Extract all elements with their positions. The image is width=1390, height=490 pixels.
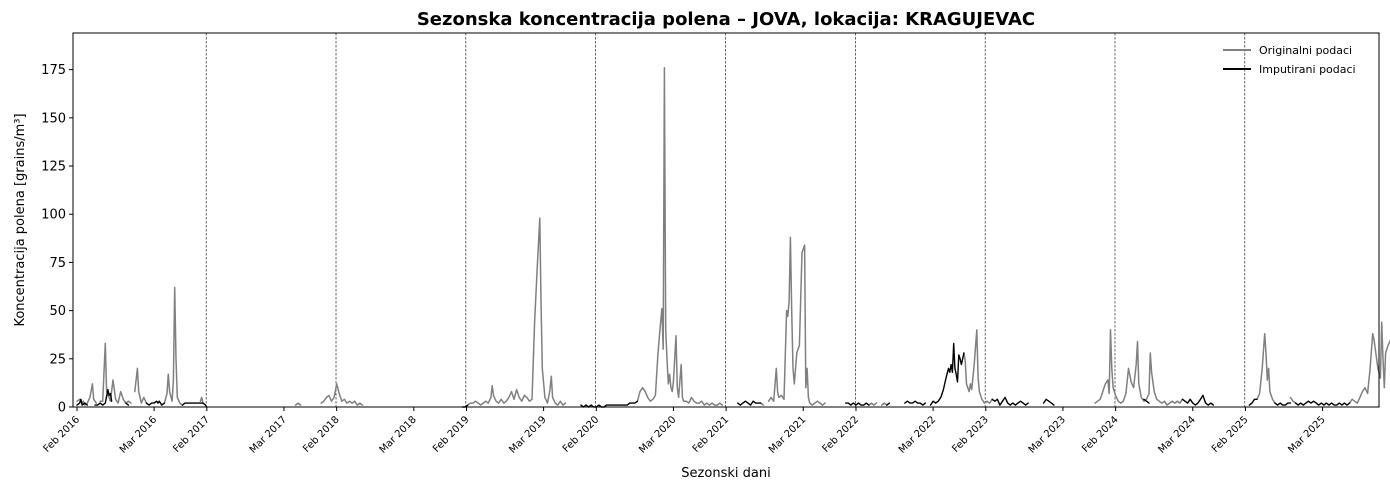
y-tick-label: 75 bbox=[49, 256, 66, 271]
legend-label-original: Originalni podaci bbox=[1259, 44, 1352, 57]
y-axis-label: Koncentracija polena [grains/m³] bbox=[13, 113, 28, 326]
y-tick-label: 150 bbox=[41, 111, 66, 126]
x-tick-label: Mar 2020 bbox=[637, 414, 678, 455]
x-tick-label: Mar 2018 bbox=[378, 414, 419, 455]
season-dividers bbox=[205, 33, 1246, 407]
x-tick-label: Feb 2016 bbox=[42, 414, 83, 455]
y-axis-ticks: 0 25 50 75 100 125 150 175 bbox=[41, 63, 73, 416]
x-tick-label: Feb 2019 bbox=[431, 414, 472, 455]
x-tick-label: Feb 2017 bbox=[171, 414, 212, 455]
y-tick-label: 0 bbox=[58, 401, 66, 416]
x-tick-label: Mar 2025 bbox=[1286, 414, 1327, 455]
x-tick-label: Mar 2024 bbox=[1157, 414, 1198, 455]
x-tick-label: Feb 2018 bbox=[301, 414, 342, 455]
x-tick-label: Feb 2021 bbox=[691, 414, 732, 455]
x-tick-label: Mar 2019 bbox=[507, 414, 548, 455]
x-tick-label: Mar 2016 bbox=[118, 414, 159, 455]
x-tick-label: Feb 2022 bbox=[821, 414, 862, 455]
series-layer bbox=[76, 66, 1390, 408]
y-tick-label: 125 bbox=[41, 160, 66, 175]
y-tick-label: 175 bbox=[41, 63, 66, 78]
y-tick-label: 100 bbox=[41, 208, 66, 223]
x-tick-label: Mar 2017 bbox=[248, 414, 289, 455]
legend: Originalni podaci Imputirani podaci bbox=[1223, 44, 1356, 76]
x-tick-label: Mar 2021 bbox=[767, 414, 808, 455]
y-tick-label: 50 bbox=[49, 304, 66, 319]
x-axis-label: Sezonski dani bbox=[681, 466, 770, 481]
x-tick-label: Feb 2025 bbox=[1210, 414, 1251, 455]
x-tick-label: Feb 2023 bbox=[950, 414, 991, 455]
legend-label-imputed: Imputirani podaci bbox=[1259, 63, 1356, 76]
x-axis-ticks: Feb 2016 Mar 2016 Feb 2017 Mar 2017 Feb 2018… bbox=[42, 407, 1328, 456]
series-line-original bbox=[76, 66, 1390, 406]
x-tick-label: Mar 2022 bbox=[897, 414, 938, 455]
x-tick-label: Mar 2023 bbox=[1027, 414, 1068, 455]
x-tick-label: Feb 2020 bbox=[561, 414, 602, 455]
y-tick-label: 25 bbox=[49, 352, 66, 367]
chart-title: Sezonska koncentracija polena – JOVA, lo… bbox=[417, 9, 1035, 30]
series-line-imputed bbox=[76, 342, 1351, 408]
plot-frame bbox=[72, 32, 1380, 408]
x-tick-label: Feb 2024 bbox=[1080, 414, 1121, 455]
